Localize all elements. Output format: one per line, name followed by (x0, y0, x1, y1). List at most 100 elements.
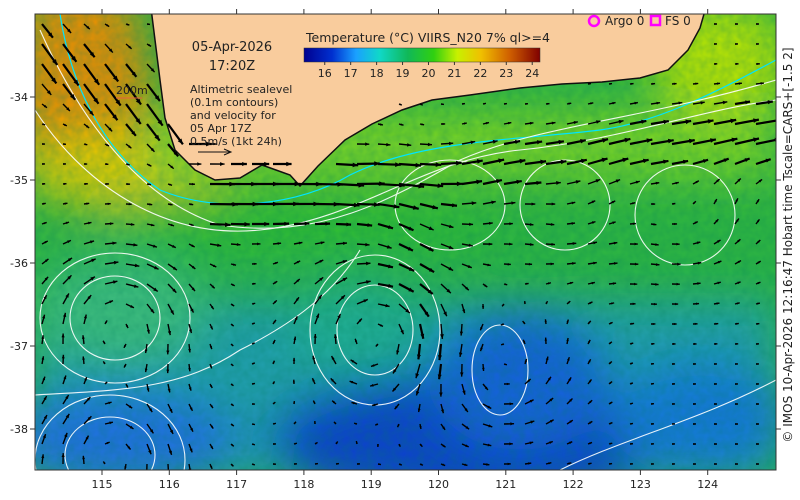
velocity-arrow (293, 296, 300, 305)
velocity-arrow (104, 123, 113, 132)
velocity-arrow (398, 262, 415, 272)
velocity-arrow (167, 243, 177, 249)
velocity-arrow (608, 421, 613, 425)
velocity-arrow (460, 363, 464, 377)
velocity-arrow (61, 354, 65, 365)
velocity-arrow (146, 163, 152, 167)
velocity-arrow (566, 139, 587, 146)
lon-tick-label: 122 (563, 478, 584, 491)
velocity-arrow (377, 123, 384, 126)
velocity-arrow (544, 319, 547, 325)
velocity-arrow (692, 362, 697, 366)
velocity-arrow (292, 379, 296, 385)
velocity-arrow (545, 300, 549, 305)
velocity-arrow (146, 383, 150, 392)
velocity-arrow (461, 303, 466, 314)
velocity-arrow (650, 462, 655, 465)
velocity-arrow (524, 202, 536, 206)
velocity-arrow (146, 183, 152, 186)
velocity-arrow (566, 180, 581, 185)
velocity-arrow (419, 263, 435, 273)
velocity-arrow (629, 119, 647, 126)
velocity-arrow (587, 241, 598, 245)
velocity-arrow (356, 222, 373, 228)
velocity-arrow (83, 182, 88, 185)
velocity-arrow (125, 202, 132, 206)
velocity-arrow (650, 422, 655, 425)
velocity-arrow (167, 423, 174, 435)
velocity-arrow (209, 423, 214, 429)
velocity-arrow (167, 463, 170, 470)
velocity-arrow (125, 43, 133, 50)
velocity-arrow (692, 119, 714, 126)
velocity-arrow (415, 363, 421, 379)
velocity-arrow (330, 377, 337, 385)
velocity-arrow (369, 383, 379, 387)
velocity-arrow (608, 262, 618, 265)
velocity-arrow (608, 221, 616, 225)
velocity-arrow (398, 222, 414, 232)
velocity-arrow (545, 242, 556, 246)
velocity-arrow (41, 123, 46, 126)
velocity-arrow (545, 159, 567, 166)
velocity-arrow (650, 282, 659, 286)
velocity-arrow (608, 360, 613, 365)
velocity-arrow (671, 82, 677, 85)
lon-tick-label: 115 (92, 478, 113, 491)
velocity-arrow (755, 42, 760, 46)
velocity-arrow (461, 443, 469, 448)
fs-marker-icon (649, 14, 662, 27)
velocity-arrow (398, 143, 412, 147)
velocity-arrow (608, 302, 615, 305)
velocity-arrow (104, 63, 120, 83)
velocity-arrow (461, 463, 468, 467)
velocity-arrow (41, 182, 46, 185)
velocity-arrow (713, 62, 718, 65)
velocity-arrow (671, 302, 679, 306)
velocity-arrow (167, 303, 175, 315)
velocity-arrow (545, 356, 549, 365)
velocity-arrow (608, 137, 631, 146)
velocity-arrow (439, 383, 443, 397)
velocity-arrow (713, 239, 721, 245)
velocity-arrow (440, 463, 446, 467)
velocity-arrow (524, 420, 535, 425)
velocity-arrow (545, 419, 554, 425)
velocity-arrow (398, 443, 401, 448)
velocity-arrow (608, 401, 613, 405)
velocity-arrow (230, 222, 250, 227)
velocity-arrow (545, 202, 556, 206)
velocity-arrow (545, 282, 552, 285)
velocity-arrow (209, 303, 215, 310)
velocity-arrow (608, 82, 613, 85)
velocity-arrow (544, 337, 548, 345)
velocity-arrow (146, 223, 155, 227)
velocity-arrow (671, 282, 680, 286)
velocity-arrow (230, 383, 234, 387)
fs-count: FS 0 (665, 14, 691, 28)
velocity-arrow (335, 222, 352, 227)
velocity-arrow (330, 355, 337, 365)
velocity-arrow (755, 422, 760, 426)
velocity-arrow (440, 181, 463, 187)
velocity-arrow (500, 343, 505, 346)
velocity-arrow (374, 423, 379, 426)
velocity-arrow (713, 322, 719, 325)
velocity-arrow (587, 138, 609, 146)
velocity-arrow (440, 122, 446, 126)
velocity-arrow (377, 303, 390, 308)
velocity-arrow (62, 202, 68, 205)
velocity-arrow (293, 278, 301, 285)
velocity-arrow (125, 323, 129, 329)
velocity-arrow (608, 241, 618, 245)
velocity-arrow (398, 123, 404, 126)
velocity-arrow (503, 462, 511, 466)
velocity-arrow (482, 443, 492, 447)
colorbar-tick-label: 19 (396, 67, 410, 80)
velocity-arrow (351, 401, 358, 405)
velocity-arrow (587, 220, 596, 225)
velocity-arrow (209, 323, 214, 330)
description-line: 05 Apr 17Z (190, 122, 252, 135)
velocity-arrow (503, 242, 513, 246)
velocity-arrow (671, 202, 676, 205)
